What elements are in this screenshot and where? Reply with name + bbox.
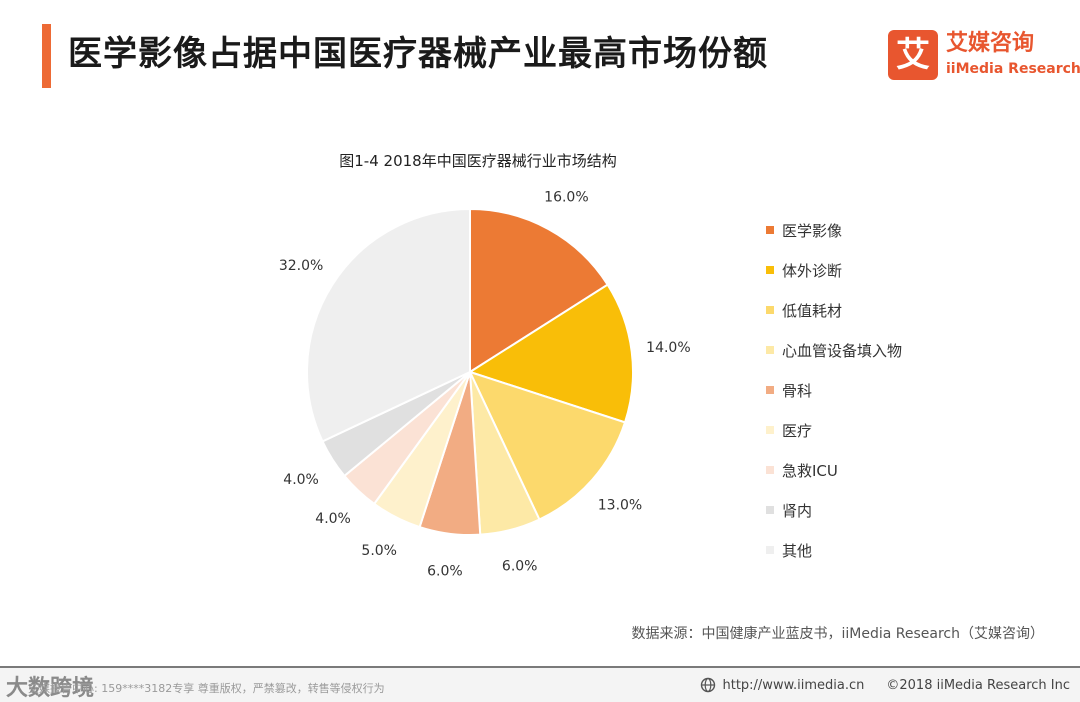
- brand-logo: 艾 艾媒咨询 iiMedia Research: [888, 30, 1080, 82]
- legend-item: 低值耗材: [766, 290, 902, 330]
- footer-copyright: ©2018 iiMedia Research Inc: [886, 677, 1070, 693]
- legend-swatch: [766, 226, 774, 234]
- legend-label: 骨科: [782, 381, 813, 400]
- legend-item: 急救ICU: [766, 450, 902, 490]
- legend-swatch: [766, 466, 774, 474]
- slice-value-label: 6.0%: [427, 563, 463, 579]
- legend-item: 医疗: [766, 410, 902, 450]
- legend-swatch: [766, 346, 774, 354]
- title-accent-bar: [42, 24, 51, 88]
- legend-swatch: [766, 506, 774, 514]
- footer-watermark: 大数跨境: [6, 676, 95, 701]
- slice-value-label: 6.0%: [502, 559, 538, 575]
- footer-url[interactable]: http://www.iimedia.cn: [722, 677, 865, 693]
- pie-slice-9: [306, 207, 471, 443]
- brand-name-cn: 艾媒咨询: [946, 31, 1035, 56]
- footer-note: 艾媒报告中心: 159****3182专享 尊重版权，严禁篡改，转售等侵权行为: [28, 682, 385, 695]
- footer: 大数跨境 艾媒报告中心: 159****3182专享 尊重版权，严禁篡改，转售等…: [0, 668, 1080, 702]
- legend-item: 其他: [766, 530, 902, 570]
- legend-swatch: [766, 546, 774, 554]
- legend-label: 医学影像: [782, 221, 843, 240]
- legend-item: 骨科: [766, 370, 902, 410]
- legend-label: 低值耗材: [782, 301, 843, 320]
- legend-label: 其他: [782, 541, 813, 560]
- brand-logo-icon: 艾: [888, 30, 938, 80]
- legend-swatch: [766, 386, 774, 394]
- slice-value-label: 4.0%: [315, 511, 351, 527]
- legend-item: 体外诊断: [766, 250, 902, 290]
- pie-slice-2: [467, 283, 634, 424]
- pie-slice-3: [468, 370, 627, 521]
- legend-swatch: [766, 426, 774, 434]
- legend-item: 医学影像: [766, 210, 902, 250]
- page-title: 医学影像占据中国医疗器械产业最高市场份额: [68, 34, 768, 74]
- slice-value-label: 13.0%: [598, 497, 642, 513]
- chart-title: 图1-4 2018年中国医疗器械行业市场结构: [339, 152, 617, 170]
- chart-legend: 医学影像体外诊断低值耗材心血管设备填入物 骨科医疗急救ICU 肾内其他: [766, 210, 902, 570]
- globe-icon: [701, 677, 716, 693]
- brand-name-en: iiMedia Research: [946, 61, 1080, 77]
- data-source: 数据来源：中国健康产业蓝皮书，iiMedia Research（艾媒咨询）: [631, 626, 1045, 642]
- legend-label: 肾内: [782, 501, 813, 520]
- legend-item: 肾内: [766, 490, 902, 530]
- slice-value-label: 16.0%: [544, 190, 588, 206]
- legend-swatch: [766, 306, 774, 314]
- pie-slice-1: [469, 207, 610, 374]
- legend-label: 急救ICU: [782, 461, 838, 480]
- legend-label: 心血管设备填入物: [782, 341, 903, 360]
- slice-value-label: 5.0%: [361, 543, 397, 559]
- legend-label: 医疗: [782, 421, 813, 440]
- slice-value-label: 4.0%: [283, 472, 319, 488]
- slice-value-label: 14.0%: [646, 340, 690, 356]
- footer-divider: [0, 666, 1080, 668]
- legend-item: 心血管设备填入物: [766, 330, 902, 370]
- legend-label: 体外诊断: [782, 261, 843, 280]
- slice-value-label: 32.0%: [279, 258, 323, 274]
- footer-right: http://www.iimedia.cn ©2018 iiMedia Rese…: [700, 677, 1070, 693]
- legend-swatch: [766, 266, 774, 274]
